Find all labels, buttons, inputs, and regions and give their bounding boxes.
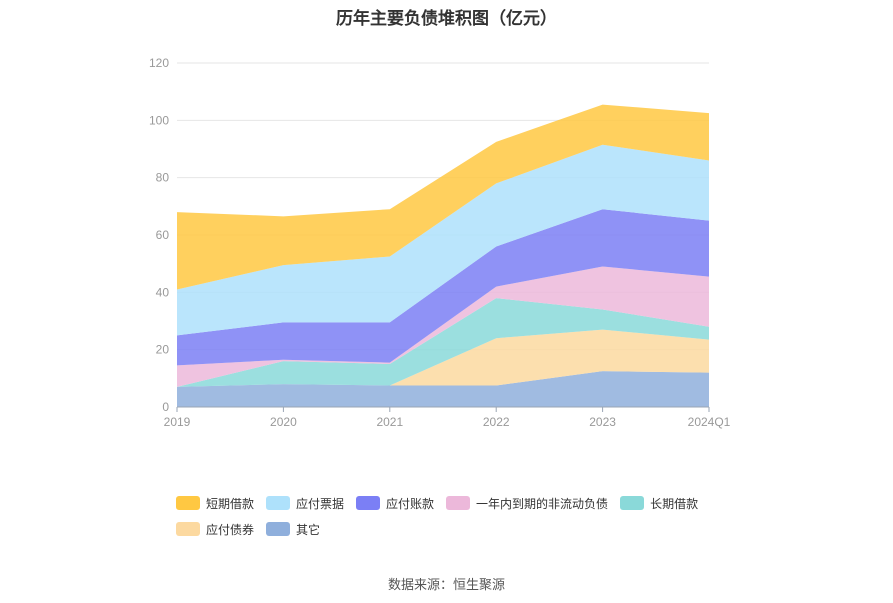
legend-swatch: [176, 522, 200, 536]
x-tick-label: 2023: [589, 415, 616, 429]
area-series: [177, 144, 709, 336]
legend-item[interactable]: 应付债券: [176, 520, 254, 538]
chart-title: 历年主要负债堆积图（亿元）: [336, 9, 557, 28]
chart-legend: 短期借款 应付票据 应付账款 一年内到期的非流动负债 长期借款应付债券 其它: [176, 494, 736, 546]
legend-item[interactable]: 短期借款: [176, 494, 254, 512]
y-tick-label: 20: [156, 343, 170, 357]
legend-item[interactable]: 应付账款: [356, 494, 434, 512]
x-tick-label: 2020: [270, 415, 297, 429]
area-series: [177, 209, 709, 366]
y-tick-label: 100: [149, 113, 169, 127]
y-tick-label: 0: [162, 400, 169, 414]
legend-label: 应付账款: [386, 496, 435, 511]
area-series: [177, 329, 709, 387]
x-tick-label: 2022: [483, 415, 510, 429]
legend-item[interactable]: 应付票据: [266, 494, 344, 512]
legend-label: 应付票据: [296, 496, 345, 511]
legend-swatch: [176, 496, 200, 510]
legend-swatch: [356, 496, 381, 510]
legend-swatch: [266, 522, 291, 536]
area-series: [177, 371, 709, 407]
y-tick-label: 40: [156, 285, 170, 299]
legend-swatch: [620, 496, 645, 510]
legend-label: 短期借款: [206, 496, 255, 511]
data-source: 数据来源：恒生聚源: [387, 577, 505, 592]
legend-swatch: [266, 496, 291, 510]
legend-item[interactable]: 长期借款: [620, 494, 698, 512]
area-series: [177, 266, 709, 387]
legend-item[interactable]: 一年内到期的非流动负债: [446, 494, 608, 512]
legend-label: 应付债券: [206, 522, 255, 537]
x-tick-label: 2019: [164, 415, 191, 429]
x-tick-label: 2021: [376, 415, 403, 429]
area-series: [177, 298, 709, 387]
x-tick-label: 2024Q1: [688, 415, 731, 429]
y-tick-label: 60: [156, 228, 170, 242]
area-series: [177, 104, 709, 290]
y-tick-label: 80: [156, 171, 170, 185]
legend-label: 长期借款: [650, 496, 699, 511]
y-tick-label: 120: [149, 56, 169, 70]
legend-swatch: [446, 496, 471, 510]
legend-label: 一年内到期的非流动负债: [476, 496, 609, 511]
legend-item[interactable]: 其它: [266, 520, 320, 538]
legend-label: 其它: [296, 522, 321, 537]
